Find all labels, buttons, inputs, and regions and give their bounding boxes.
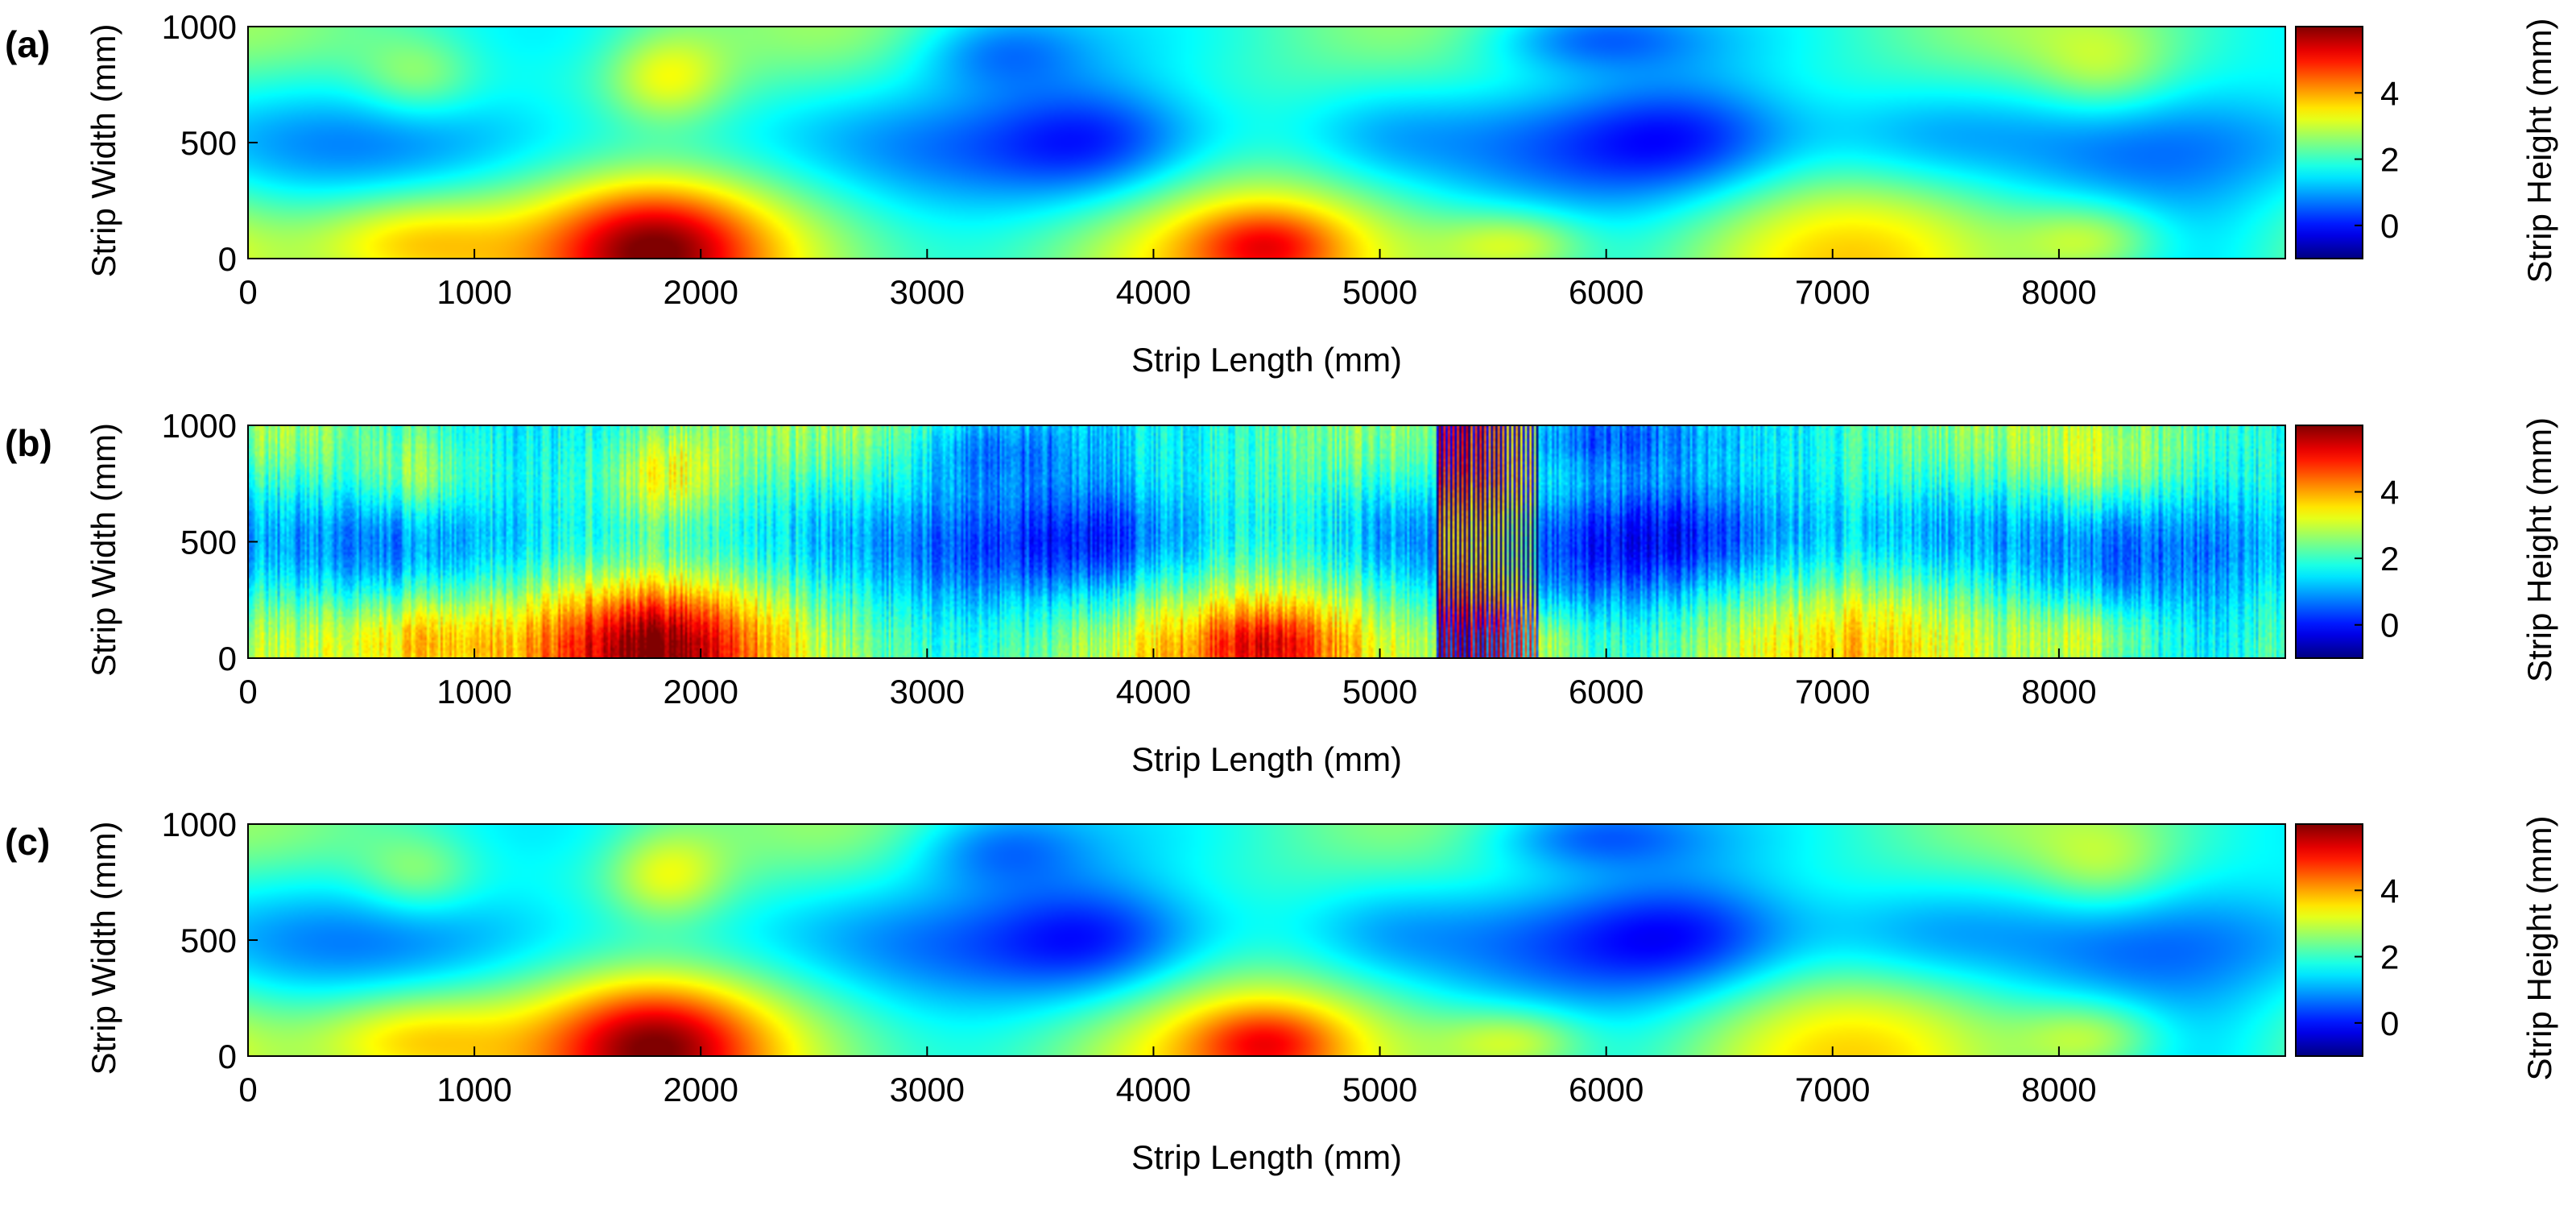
- colorbar-tick-label: 4: [2380, 474, 2399, 512]
- panel-label: (a): [5, 23, 50, 65]
- x-axis-label: Strip Length (mm): [1131, 740, 1402, 778]
- colorbar-tick-label: 2: [2380, 141, 2399, 179]
- x-axis-label: Strip Length (mm): [1131, 341, 1402, 379]
- chart-panel-1: 0 1000 2000 3000 4000 5000 6000 7000 8000 0 500 100…: [5, 8, 2558, 379]
- colorbar-frame: [2295, 425, 2363, 659]
- colorbar-tick-label: 0: [2380, 607, 2399, 644]
- x-tick-label: 3000: [890, 1071, 965, 1108]
- x-tick-label: 8000: [2021, 1071, 2096, 1108]
- x-tick-label: 2000: [664, 1071, 738, 1108]
- x-tick-label: 6000: [1569, 1071, 1644, 1108]
- colorbar: [2296, 425, 2363, 658]
- colorbar-label: Strip Height (mm): [2520, 18, 2558, 283]
- heatmap-image: [248, 425, 2285, 658]
- x-tick-label: 1000: [436, 673, 511, 710]
- x-tick-label: 5000: [1342, 1071, 1417, 1108]
- x-tick-label: 6000: [1569, 673, 1644, 710]
- x-tick-label: 1000: [436, 1071, 511, 1108]
- colorbar-tick-label: 2: [2380, 540, 2399, 578]
- panel-label: (b): [5, 422, 52, 464]
- x-tick-label: 5000: [1342, 673, 1417, 710]
- chart-panel-3: 0 1000 2000 3000 4000 5000 6000 7000 8000 0 500 100…: [5, 806, 2558, 1176]
- x-axis-label: Strip Length (mm): [1131, 1138, 1402, 1176]
- colorbar-tick-label: 4: [2380, 872, 2399, 909]
- x-tick-label: 5000: [1342, 273, 1417, 311]
- y-axis-label: Strip Width (mm): [85, 423, 122, 677]
- y-tick-label: 0: [218, 640, 237, 677]
- colorbar-tick-label: 0: [2380, 1005, 2399, 1042]
- x-tick-label: 4000: [1116, 1071, 1191, 1108]
- x-tick-label: 3000: [890, 673, 965, 710]
- y-axis-label: Strip Width (mm): [85, 24, 122, 278]
- x-tick-label: 2000: [664, 673, 738, 710]
- colorbar: [2296, 27, 2363, 259]
- x-tick-label: 8000: [2021, 273, 2096, 311]
- colorbar-frame: [2295, 26, 2363, 259]
- colorbar: [2296, 824, 2363, 1056]
- x-tick-label: 7000: [1795, 273, 1870, 311]
- colorbar-tick-label: 0: [2380, 207, 2399, 245]
- x-tick-label: 2000: [664, 273, 738, 311]
- x-tick-label: 0: [238, 1071, 257, 1108]
- y-tick-label: 500: [180, 524, 237, 561]
- y-tick-label: 500: [180, 124, 237, 162]
- panel-label: (c): [5, 821, 50, 863]
- y-tick-label: 1000: [162, 407, 237, 445]
- x-tick-label: 0: [238, 673, 257, 710]
- x-tick-label: 3000: [890, 273, 965, 311]
- colorbar-tick-label: 2: [2380, 938, 2399, 976]
- heatmap-image: [248, 27, 2285, 259]
- colorbar-tick-label: 4: [2380, 74, 2399, 112]
- x-tick-label: 8000: [2021, 673, 2096, 710]
- colorbar-label: Strip Height (mm): [2520, 815, 2558, 1080]
- x-tick-label: 4000: [1116, 673, 1191, 710]
- y-tick-label: 1000: [162, 8, 237, 46]
- heatmap-image: [248, 824, 2285, 1056]
- x-tick-label: 7000: [1795, 673, 1870, 710]
- y-tick-label: 1000: [162, 806, 237, 843]
- x-tick-label: 4000: [1116, 273, 1191, 311]
- chart-panel-2: 0 1000 2000 3000 4000 5000 6000 7000 8000 0 500 100…: [5, 407, 2558, 778]
- colorbar-frame: [2295, 823, 2363, 1057]
- colorbar-label: Strip Height (mm): [2520, 417, 2558, 682]
- y-tick-label: 0: [218, 1038, 237, 1075]
- y-tick-label: 500: [180, 922, 237, 959]
- y-axis-label: Strip Width (mm): [85, 822, 122, 1075]
- x-tick-label: 0: [238, 273, 257, 311]
- x-tick-label: 6000: [1569, 273, 1644, 311]
- x-tick-label: 1000: [436, 273, 511, 311]
- y-tick-label: 0: [218, 240, 237, 278]
- x-tick-label: 7000: [1795, 1071, 1870, 1108]
